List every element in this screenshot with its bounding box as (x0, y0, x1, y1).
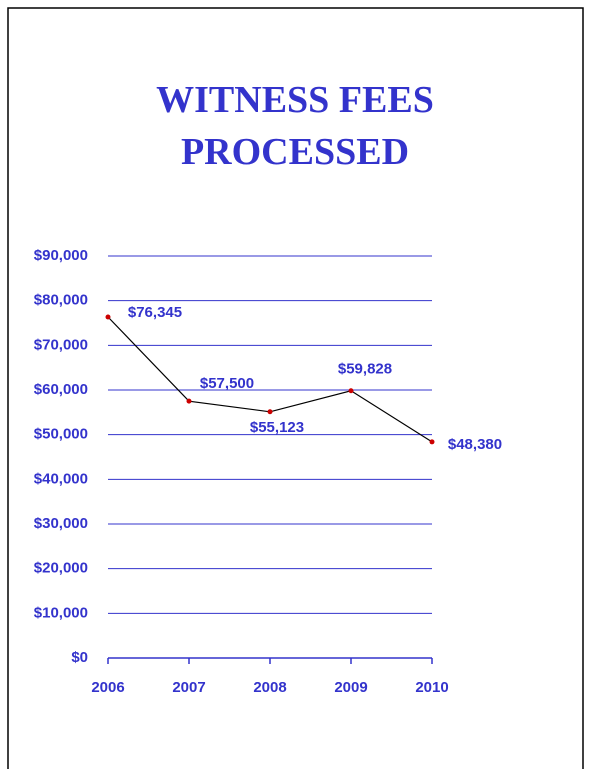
y-tick-label: $0 (71, 649, 88, 666)
marker (429, 439, 435, 445)
marker (186, 398, 192, 404)
marker (105, 314, 111, 320)
marker (267, 409, 273, 415)
y-tick-label: $30,000 (34, 515, 88, 532)
marker (348, 388, 354, 394)
data-label: $55,123 (250, 419, 304, 436)
y-tick-label: $50,000 (34, 426, 88, 443)
y-tick-label: $90,000 (34, 247, 88, 264)
y-tick-label: $10,000 (34, 604, 88, 621)
y-tick-label: $40,000 (34, 470, 88, 487)
data-label: $76,345 (128, 304, 182, 321)
y-tick-label: $60,000 (34, 381, 88, 398)
data-label: $57,500 (200, 375, 254, 392)
y-tick-label: $20,000 (34, 560, 88, 577)
x-tick-label: 2009 (334, 679, 367, 696)
chart-title: WITNESS FEES PROCESSED (156, 79, 434, 173)
x-tick-label: 2007 (172, 679, 205, 696)
x-tick-label: 2010 (415, 679, 448, 696)
y-tick-label: $70,000 (34, 336, 88, 353)
x-tick-label: 2006 (91, 679, 124, 696)
x-tick-label: 2008 (253, 679, 286, 696)
data-label: $59,828 (338, 361, 392, 378)
y-tick-label: $80,000 (34, 292, 88, 309)
frame (7, 7, 584, 769)
data-label: $48,380 (448, 436, 502, 453)
